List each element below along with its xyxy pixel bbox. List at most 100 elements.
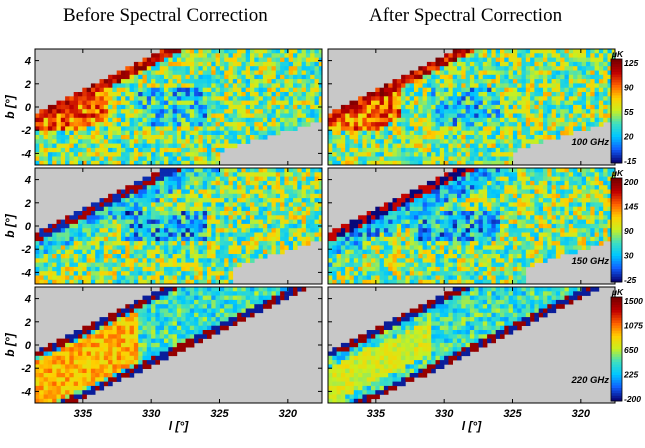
pixel-cell: [202, 271, 208, 276]
pixel-cell: [478, 198, 484, 203]
pixel-cell: [198, 241, 203, 246]
pixel-cell: [297, 206, 302, 212]
pixel-cell: [47, 245, 53, 250]
pixel-cell: [534, 126, 539, 131]
pixel-cell: [86, 271, 92, 276]
pixel-cell: [435, 211, 441, 216]
pixel-cell: [176, 74, 182, 80]
pixel-cell: [35, 113, 40, 119]
pixel-cell: [275, 198, 281, 203]
pixel-cell: [405, 147, 410, 153]
pixel-cell: [219, 113, 225, 119]
pixel-cell: [78, 219, 83, 225]
pixel-cell: [431, 96, 436, 101]
pixel-cell: [603, 185, 608, 190]
pixel-cell: [318, 83, 322, 88]
pixel-cell: [228, 254, 234, 259]
pixel-cell: [568, 126, 574, 131]
pixel-cell: [78, 139, 83, 144]
pixel-cell: [452, 202, 458, 207]
pixel-cell: [103, 232, 109, 238]
pixel-cell: [573, 74, 578, 80]
pixel-cell: [543, 83, 548, 88]
pixel-cell: [164, 126, 169, 131]
pixel-cell: [431, 130, 436, 136]
pixel-cell: [388, 113, 393, 119]
pixel-cell: [108, 232, 113, 238]
pixel-cell: [586, 185, 591, 190]
pixel-cell: [211, 74, 216, 80]
pixel-cell: [215, 113, 221, 119]
pixel-cell: [202, 66, 208, 71]
pixel-cell: [215, 126, 221, 131]
pixel-cell: [590, 176, 595, 182]
pixel-cell: [133, 143, 139, 149]
pixel-cell: [598, 70, 604, 76]
pixel-cell: [280, 70, 285, 76]
pixel-cell: [288, 57, 294, 63]
pixel-cell: [112, 275, 117, 281]
pixel-cell: [547, 206, 552, 212]
pixel-cell: [551, 74, 557, 80]
pixel-cell: [207, 70, 212, 76]
pixel-cell: [146, 211, 152, 216]
pixel-cell: [69, 139, 74, 144]
pixel-cell: [271, 211, 277, 216]
pixel-cell: [500, 185, 505, 190]
pixel-cell: [43, 156, 49, 162]
pixel-cell: [181, 139, 186, 144]
pixel-cell: [452, 92, 458, 97]
pixel-cell: [366, 100, 372, 106]
pixel-cell: [474, 135, 479, 140]
pixel-cell: [271, 219, 277, 225]
pixel-cell: [379, 100, 385, 106]
pixel-cell: [444, 143, 449, 149]
pixel-cell: [198, 92, 203, 97]
pixel-cell: [577, 185, 582, 190]
pixel-cell: [504, 193, 509, 199]
pixel-cell: [185, 130, 191, 136]
pixel-cell: [568, 61, 574, 67]
pixel-cell: [418, 206, 423, 212]
pixel-cell: [237, 211, 242, 216]
pixel-cell: [500, 152, 505, 157]
pixel-cell: [547, 219, 552, 225]
pixel-cell: [189, 139, 195, 144]
pixel-cell: [108, 117, 113, 123]
pixel-cell: [555, 130, 561, 136]
pixel-cell: [448, 185, 453, 190]
pixel-cell: [211, 135, 216, 140]
pixel-cell: [151, 172, 156, 177]
pixel-cell: [164, 113, 169, 119]
pixel-cell: [215, 271, 221, 276]
pixel-cell: [258, 57, 264, 63]
pixel-cell: [525, 143, 531, 149]
pixel-cell: [194, 185, 199, 190]
pixel-cell: [418, 92, 423, 97]
pixel-cell: [189, 228, 195, 233]
pixel-cell: [207, 79, 212, 84]
pixel-cell: [345, 160, 350, 165]
pixel-cell: [138, 258, 143, 263]
pixel-cell: [607, 74, 613, 80]
pixel-cell: [495, 70, 501, 76]
pixel-cell: [504, 219, 509, 225]
pixel-cell: [603, 53, 608, 58]
pixel-cell: [555, 104, 561, 110]
pixel-cell: [176, 211, 182, 216]
pixel-cell: [469, 180, 475, 186]
pixel-cell: [202, 193, 208, 199]
pixel-cell: [500, 193, 505, 199]
pixel-cell: [176, 160, 182, 165]
pixel-cell: [555, 70, 561, 76]
pixel-cell: [43, 258, 49, 263]
pixel-cell: [232, 258, 238, 263]
pixel-cell: [228, 117, 234, 123]
pixel-cell: [39, 113, 44, 119]
pixel-cell: [250, 83, 255, 88]
pixel-cell: [207, 258, 212, 263]
pixel-cell: [482, 147, 488, 153]
pixel-cell: [517, 83, 522, 88]
pixel-cell: [607, 206, 613, 212]
pixel-cell: [581, 83, 587, 88]
